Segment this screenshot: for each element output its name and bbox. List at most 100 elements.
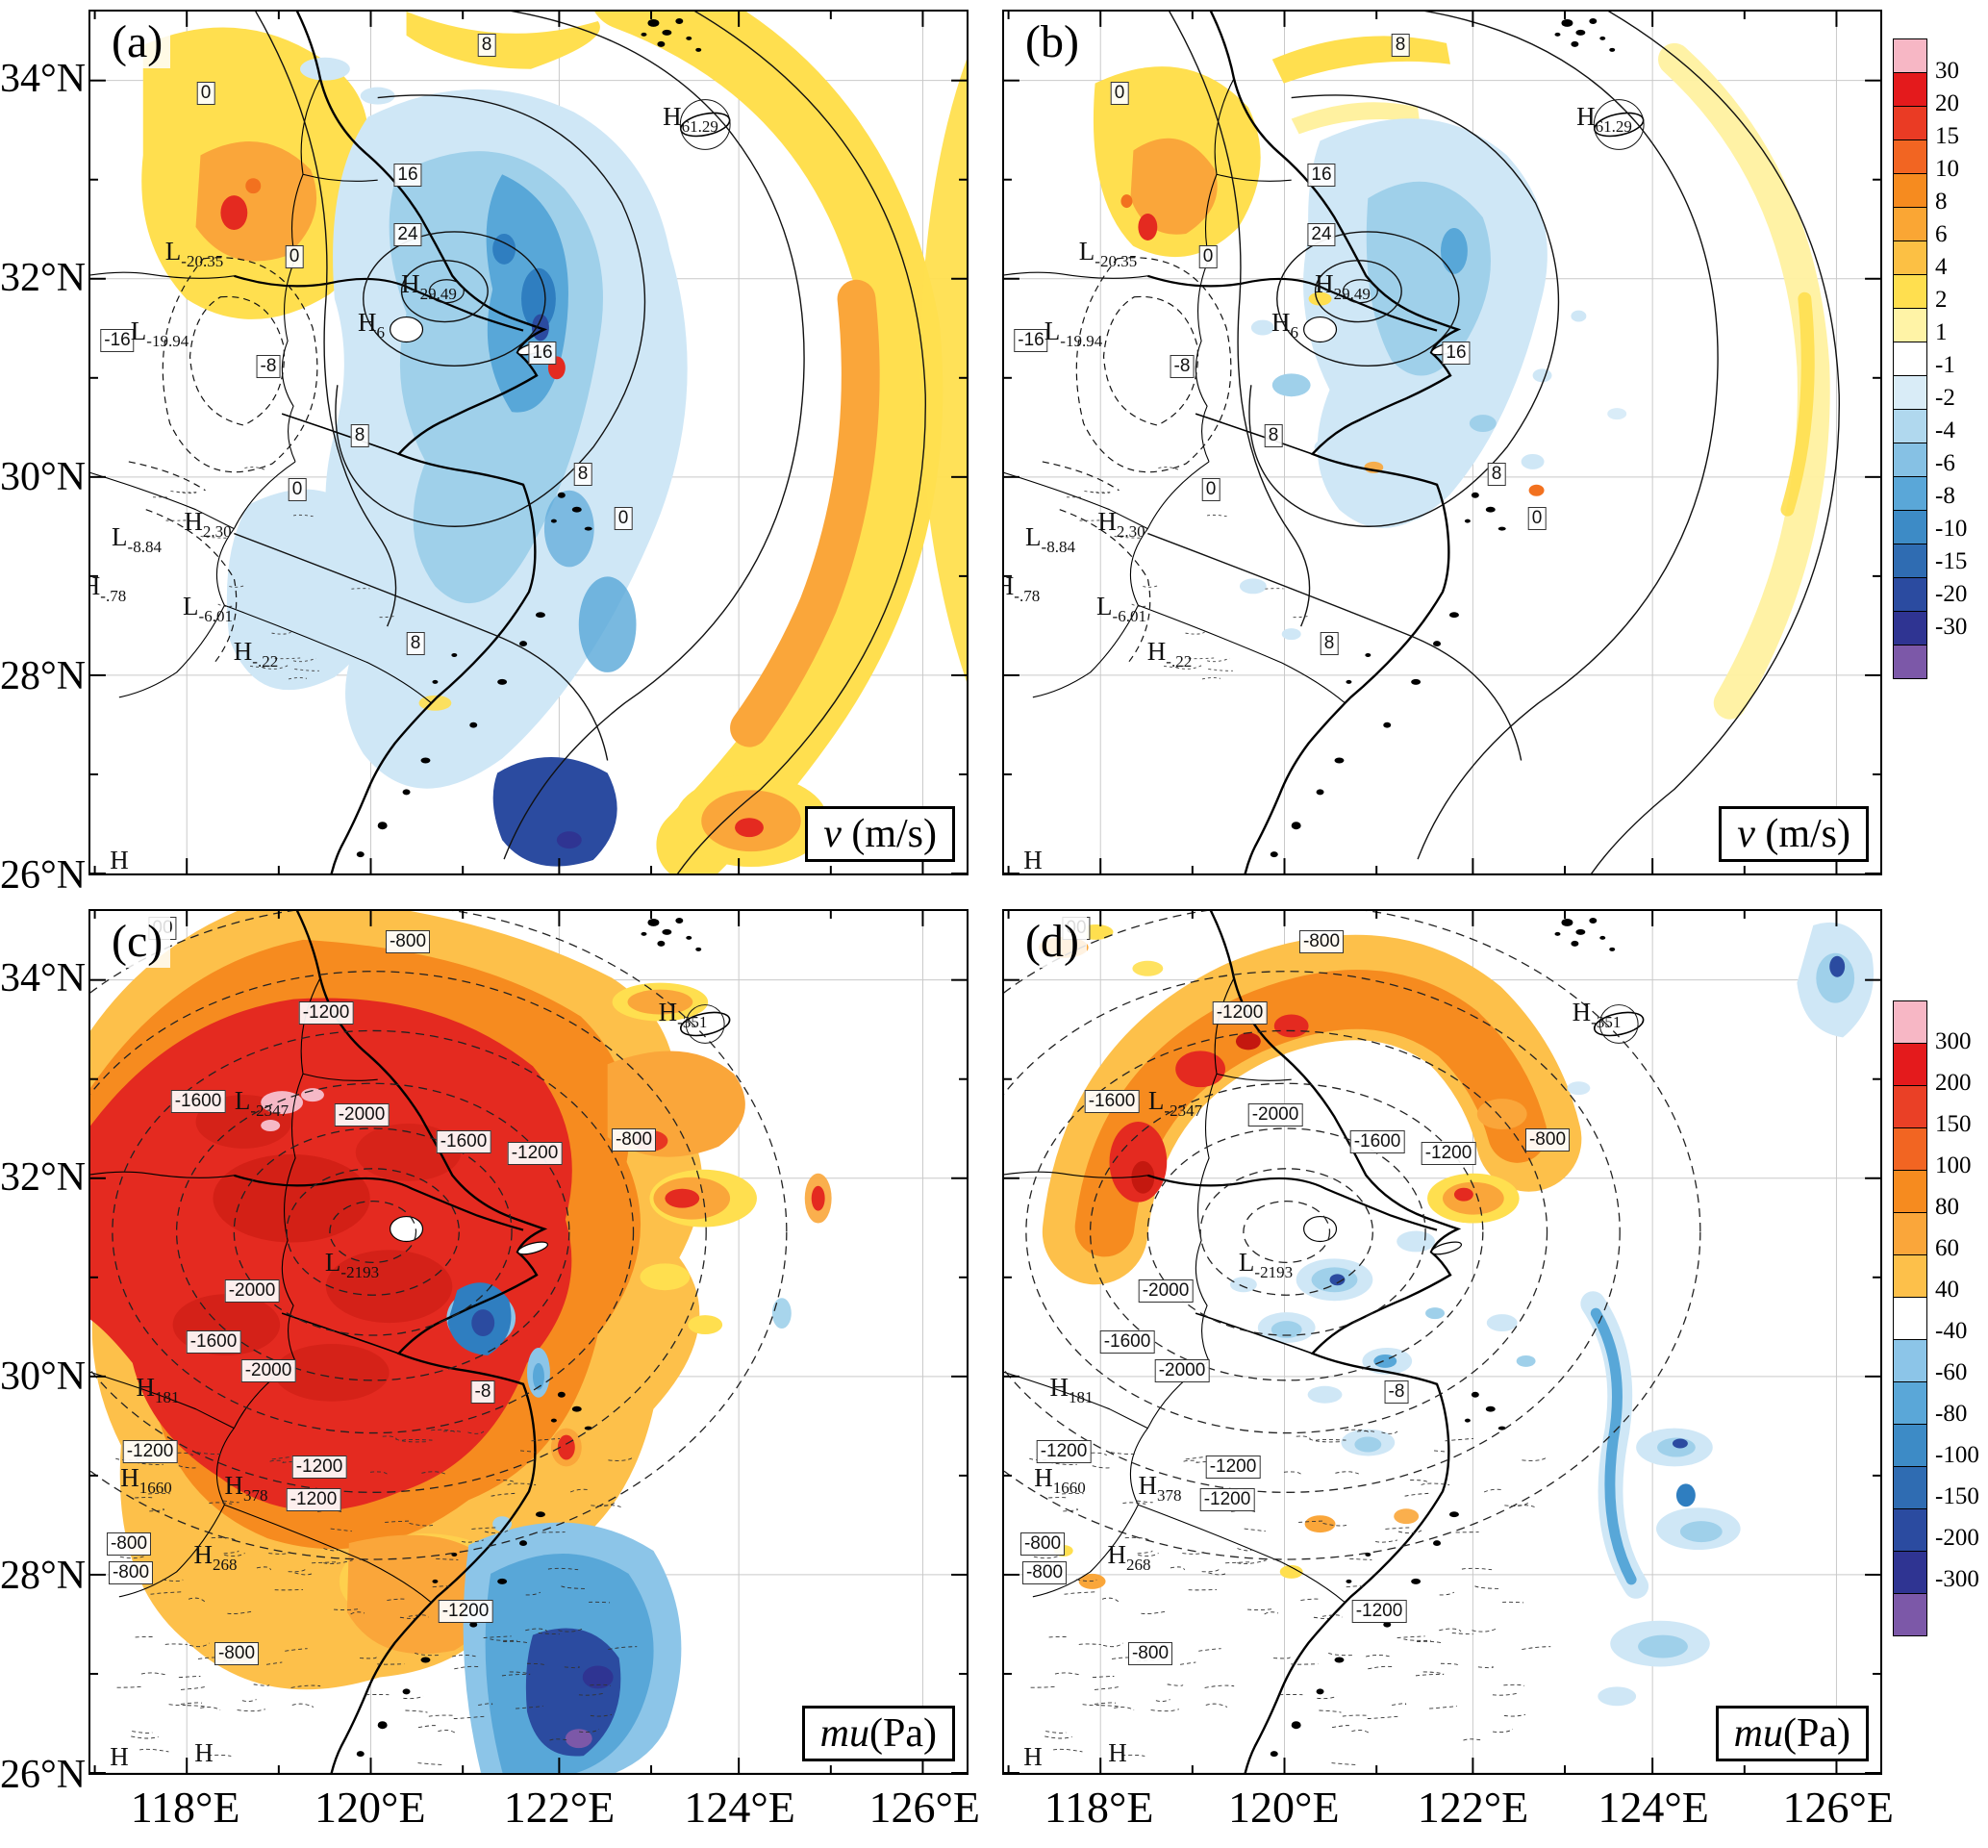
contour-label: -2000 [334, 1103, 390, 1127]
pressure-center-label: H [1023, 846, 1043, 874]
colorbar-tick-label: -100 [1935, 1442, 1979, 1468]
contour-label: 0 [1110, 82, 1129, 105]
pressure-center-label: L-19.94 [1044, 316, 1103, 350]
pressure-center-label: L-20.35 [164, 237, 224, 270]
contour-label: 8 [1391, 34, 1410, 57]
colorbar-tick-label: 80 [1935, 1194, 1959, 1220]
colorbar-tick-label: 2 [1935, 287, 1948, 313]
lon-tick-label: 118°E [130, 1783, 240, 1832]
colorbar-cell [1894, 1043, 1926, 1085]
contour-label: -1600 [436, 1130, 491, 1153]
lat-tick-label: 28°N [0, 1554, 87, 1598]
contour-layer [90, 911, 788, 1765]
pressure-center-label: H-351 [1572, 998, 1622, 1031]
contour-layer [128, 12, 926, 873]
variable-label-a: v (m/s) [805, 806, 955, 862]
pressure-center-label: H378 [1138, 1471, 1182, 1505]
lat-tick-label: 32°N [0, 256, 87, 300]
contour-label: -1200 [298, 1001, 354, 1025]
shaded-field [1038, 922, 1875, 1707]
contour-label: -1200 [1205, 1456, 1261, 1479]
contour-label: 16 [1442, 342, 1471, 365]
contour-label: -2000 [1247, 1103, 1303, 1127]
contour-label: -8 [1170, 355, 1195, 378]
pressure-center-label: H181 [136, 1373, 180, 1406]
pressure-center-label: H [110, 846, 129, 874]
pressure-center-label: L-20.35 [1078, 237, 1138, 270]
contour-label: -1200 [1036, 1440, 1092, 1463]
lon-tick-label: 126°E [1782, 1783, 1895, 1832]
contour-label: -800 [1021, 1561, 1068, 1584]
lon-tick-label: 126°E [868, 1783, 981, 1832]
pressure-center-label: L-2193 [324, 1248, 380, 1281]
colorbar-cell [1894, 544, 1926, 577]
contour-label: 16 [528, 342, 557, 365]
panel-letter-d: (d) [1018, 915, 1087, 968]
pressure-center-label: H61.29 [663, 102, 718, 136]
pressure-center-label: H1660 [1034, 1463, 1086, 1497]
pressure-center-label: L-2193 [1238, 1248, 1294, 1281]
colorbar-cell [1894, 510, 1926, 544]
contour-label: -1200 [1199, 1488, 1255, 1511]
colorbar-tick-label: -150 [1935, 1483, 1979, 1509]
colorbar-tick-label: -30 [1935, 614, 1968, 640]
colorbar-tick-label: -300 [1935, 1566, 1979, 1592]
shaded-field [1093, 36, 1830, 720]
pressure-center-label: H-.78 [90, 571, 127, 605]
contour-label: 0 [614, 507, 633, 530]
colorbar-cell [1894, 173, 1926, 207]
colorbar-cell [1894, 443, 1926, 476]
colorbar-tick-label: 1 [1935, 319, 1948, 345]
contour-label: -1200 [291, 1456, 347, 1479]
contour-label: -2000 [224, 1279, 280, 1303]
contour-label: -1200 [1351, 1600, 1407, 1623]
colorbar-tick-label: 150 [1935, 1111, 1972, 1137]
panel-letter-a: (a) [104, 15, 171, 68]
pressure-center-label: H-.22 [1146, 637, 1193, 671]
colorbar-cell [1894, 645, 1926, 678]
lon-tick-label: 122°E [1417, 1783, 1529, 1832]
pressure-center-label: H [194, 1738, 214, 1767]
contour-label: -16 [1014, 329, 1048, 352]
contour-label: -16 [100, 329, 135, 352]
colorbar-tick-label: -4 [1935, 418, 1955, 443]
colorbar-tick-label: -80 [1935, 1401, 1968, 1427]
contour-label: 16 [393, 164, 422, 187]
pressure-center-label: H181 [1049, 1373, 1094, 1406]
shaded-field [141, 12, 967, 873]
contour-label: -800 [214, 1642, 260, 1665]
colorbar-cell [1894, 1593, 1926, 1635]
lon-tick-label: 124°E [684, 1783, 795, 1832]
colorbar-cell [1894, 106, 1926, 139]
colorbar-tick-label: 60 [1935, 1235, 1959, 1261]
contour-label: 8 [350, 424, 369, 447]
lat-tick-label: 34°N [0, 956, 87, 1000]
pressure-center-label: H61.29 [1576, 102, 1632, 136]
contour-label: 24 [393, 223, 422, 246]
colorbar-cell [1894, 308, 1926, 342]
colorbar-tick-label: -6 [1935, 450, 1955, 476]
pressure-center-label: H6 [358, 308, 385, 342]
contour-layer [1042, 12, 1840, 873]
colorbar-cell [1894, 1424, 1926, 1466]
contour-label: 0 [1201, 478, 1220, 501]
pressure-center-label: H268 [193, 1540, 238, 1574]
pressure-center-label: H2.30 [1097, 507, 1145, 541]
lat-tick-label: 34°N [0, 57, 87, 101]
contour-label: 8 [406, 632, 425, 655]
contour-label: -8 [1384, 1380, 1409, 1404]
contour-label: 24 [1307, 223, 1336, 246]
pressure-center-label: H-351 [658, 998, 708, 1031]
colorbar-tick-label: -20 [1935, 581, 1968, 607]
lat-tick-label: 26°N [0, 1753, 87, 1797]
coastline-layer [1004, 12, 1645, 873]
colorbar-cell [1894, 1339, 1926, 1381]
lon-tick-label: 124°E [1598, 1783, 1709, 1832]
colorbar-tick-label: 4 [1935, 254, 1948, 280]
pressure-center-label: H1660 [120, 1463, 172, 1497]
lat-tick-label: 28°N [0, 654, 87, 698]
colorbar-cell [1894, 577, 1926, 611]
colorbar-cell [1894, 1297, 1926, 1339]
contour-label: -800 [1127, 1642, 1173, 1665]
colorbar-cell [1894, 1381, 1926, 1424]
